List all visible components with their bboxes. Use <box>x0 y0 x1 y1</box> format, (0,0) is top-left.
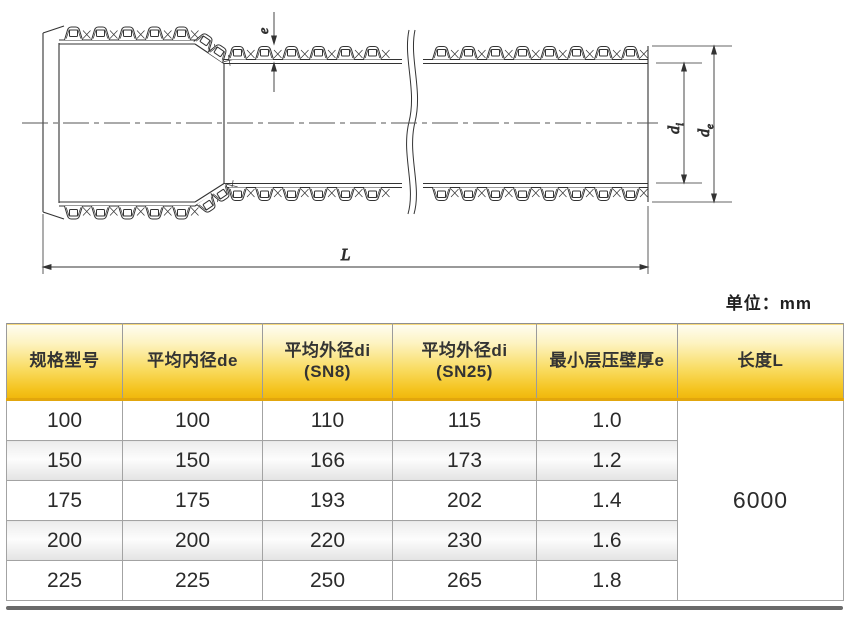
pipe-top-wall <box>224 58 648 65</box>
cell-outer-sn8: 193 <box>262 480 393 521</box>
unit-note: 单位：mm <box>725 294 812 313</box>
table-row: 100 100 110 115 1.0 6000 <box>6 399 844 601</box>
dim-e-label: e <box>257 28 272 34</box>
cell-wall-thickness: 1.8 <box>536 560 678 601</box>
col-header-model: 规格型号 <box>6 323 123 401</box>
cell-inner-diameter: 150 <box>122 440 263 481</box>
col-header-min-wall-thickness: 最小层压壁厚e <box>536 323 678 401</box>
cell-length: 6000 <box>677 399 844 601</box>
cell-outer-sn8: 110 <box>262 399 393 441</box>
cell-wall-thickness: 1.0 <box>536 399 678 441</box>
cell-inner-diameter: 100 <box>122 399 263 441</box>
cell-model: 225 <box>6 560 123 601</box>
pipe-technical-drawing: e di de L <box>22 12 732 274</box>
cell-outer-sn25: 173 <box>392 440 537 481</box>
col-header-outer-diameter-sn25: 平均外径di (SN25) <box>392 323 537 401</box>
cell-inner-diameter: 200 <box>122 520 263 561</box>
break-mask <box>402 28 423 216</box>
cell-model: 175 <box>6 480 123 521</box>
bell-bottom-wall <box>59 201 195 207</box>
cell-outer-sn8: 220 <box>262 520 393 561</box>
bell-top-wall <box>59 39 195 45</box>
cell-model: 100 <box>6 399 123 441</box>
cell-model: 150 <box>6 440 123 481</box>
dim-L-label: L <box>340 245 350 264</box>
cell-outer-sn8: 166 <box>262 440 393 481</box>
dimension-de: de <box>652 44 732 204</box>
cell-outer-sn25: 230 <box>392 520 537 561</box>
table-row: 175 175 193 202 1.4 <box>6 480 844 521</box>
break-lines <box>406 29 418 215</box>
cell-wall-thickness: 1.4 <box>536 480 678 521</box>
cell-wall-thickness: 1.6 <box>536 520 678 561</box>
cell-outer-sn25: 265 <box>392 560 537 601</box>
dim-di-label: di <box>666 123 686 134</box>
col-header-length: 长度L <box>677 323 844 401</box>
table-row: 225 225 250 265 1.8 <box>6 560 844 601</box>
cell-outer-sn25: 115 <box>392 399 537 441</box>
cell-inner-diameter: 175 <box>122 480 263 521</box>
header-row: 规格型号 平均内径de 平均外径di (SN8) 平均外径di (SN25) 最小层… <box>6 323 844 401</box>
cell-wall-thickness: 1.2 <box>536 440 678 481</box>
dim-de-label: de <box>696 124 716 137</box>
dimension-e: e <box>257 12 278 92</box>
dimension-L: L <box>41 206 650 274</box>
cell-inner-diameter: 225 <box>122 560 263 601</box>
cell-model: 200 <box>6 520 123 561</box>
col-header-inner-diameter: 平均内径de <box>122 323 263 401</box>
cell-outer-sn25: 202 <box>392 480 537 521</box>
col-header-outer-diameter-sn8: 平均外径di (SN8) <box>262 323 393 401</box>
dimension-di: di <box>656 61 702 185</box>
pipe-bottom-wall <box>224 182 648 189</box>
cell-outer-sn8: 250 <box>262 560 393 601</box>
table-bottom-shadow <box>6 606 843 610</box>
spec-table: 规格型号 平均内径de 平均外径di (SN8) 平均外径di (SN25) 最小层… <box>6 323 844 601</box>
